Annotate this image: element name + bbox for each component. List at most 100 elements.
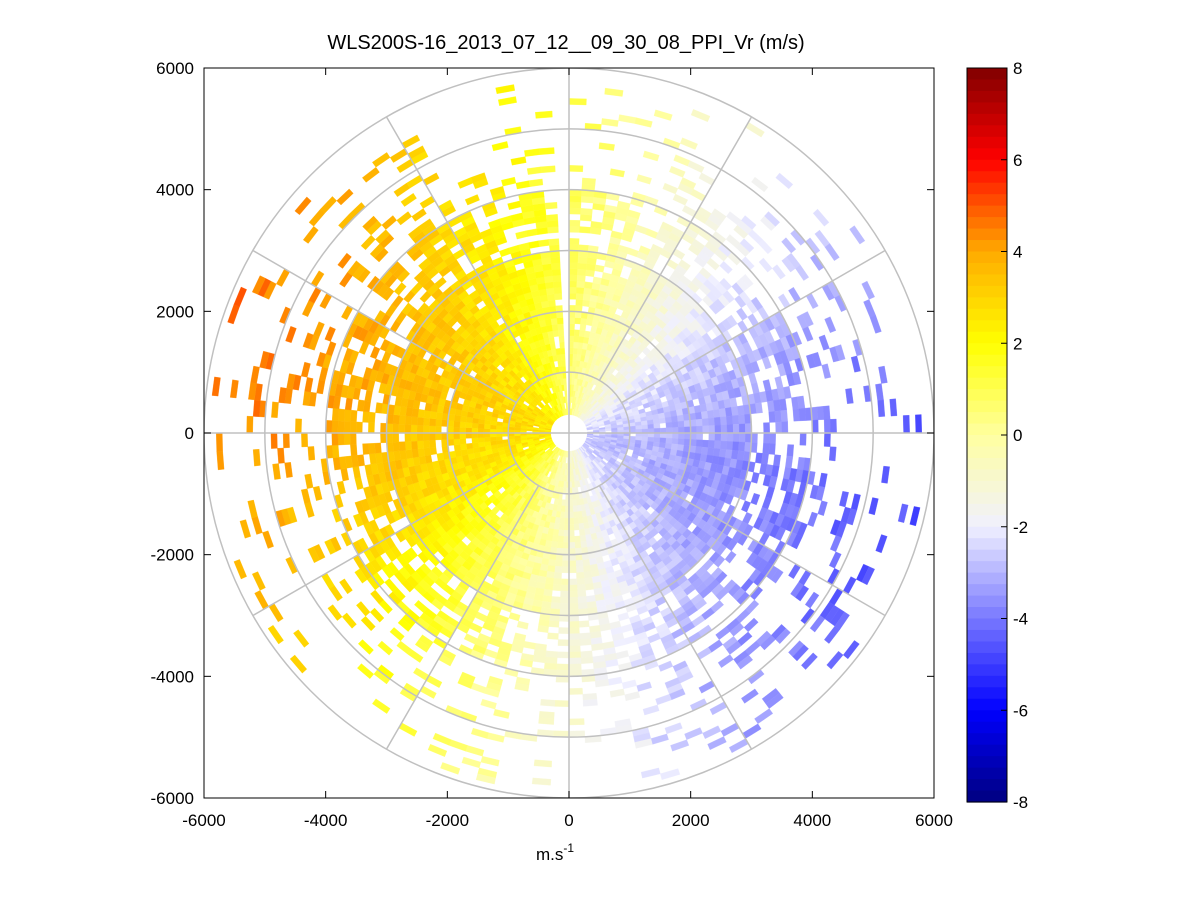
velocity-cell xyxy=(463,633,478,645)
velocity-cell xyxy=(552,280,562,288)
velocity-cell xyxy=(845,388,854,404)
velocity-cell xyxy=(325,420,333,434)
velocity-cell xyxy=(550,541,558,549)
velocity-cell xyxy=(719,260,733,275)
velocity-cell xyxy=(577,516,584,524)
velocity-cell xyxy=(582,559,591,567)
velocity-cell xyxy=(717,654,734,668)
velocity-cell xyxy=(568,262,579,270)
velocity-cell xyxy=(461,756,481,769)
velocity-cell xyxy=(695,439,703,448)
velocity-cell xyxy=(580,656,594,664)
velocity-cell xyxy=(568,238,580,245)
colorbar-step xyxy=(967,79,1007,92)
colorbar-step xyxy=(967,90,1007,104)
velocity-cell xyxy=(392,441,400,452)
velocity-cell xyxy=(556,541,564,549)
velocity-cell xyxy=(575,559,584,567)
colorbar-step xyxy=(967,446,1007,459)
velocity-cell xyxy=(493,709,510,719)
velocity-cell xyxy=(568,305,576,312)
velocity-cell xyxy=(571,487,576,494)
colorbar-step xyxy=(967,240,1007,253)
velocity-cell xyxy=(642,150,660,162)
velocity-cell xyxy=(557,639,570,647)
velocity-cell xyxy=(739,238,755,253)
colorbar-step xyxy=(967,228,1007,241)
colorbar-step xyxy=(967,790,1007,803)
velocity-cell xyxy=(732,415,740,425)
velocity-cell xyxy=(453,432,460,440)
velocity-cell xyxy=(550,602,561,610)
velocity-cell xyxy=(580,650,593,658)
velocity-cell xyxy=(684,426,691,434)
velocity-cell xyxy=(671,438,679,445)
velocity-cell xyxy=(720,416,728,426)
velocity-cell xyxy=(331,432,339,446)
velocity-cell xyxy=(252,449,261,467)
velocity-cell xyxy=(270,432,278,449)
velocity-cell xyxy=(751,176,769,193)
velocity-cell xyxy=(423,410,431,419)
velocity-cell xyxy=(552,274,562,282)
velocity-cell xyxy=(732,441,740,451)
velocity-cell xyxy=(556,669,570,677)
velocity-cell xyxy=(568,311,576,318)
velocity-cell xyxy=(558,329,565,337)
velocity-cell xyxy=(687,160,705,173)
velocity-cell xyxy=(392,423,400,434)
velocity-cell xyxy=(568,268,578,276)
colorbar-tick-label: 4 xyxy=(1013,243,1022,262)
velocity-cell xyxy=(546,571,555,579)
velocity-cell xyxy=(552,578,562,586)
velocity-cell xyxy=(881,465,890,484)
velocity-cell xyxy=(868,497,879,516)
velocity-cell xyxy=(775,628,791,645)
velocity-cell xyxy=(404,441,412,451)
velocity-cell xyxy=(850,355,861,373)
velocity-cell xyxy=(559,602,570,610)
velocity-cell xyxy=(568,274,578,282)
colorbar-step xyxy=(967,675,1007,688)
velocity-cell xyxy=(741,215,757,230)
velocity-cell xyxy=(392,414,400,425)
colorbar-step xyxy=(967,664,1007,677)
velocity-cell xyxy=(669,165,686,178)
velocity-cell xyxy=(623,426,630,431)
velocity-cell xyxy=(546,565,556,573)
velocity-cell xyxy=(677,414,685,422)
velocity-cell xyxy=(392,432,400,443)
velocity-cell xyxy=(823,419,831,434)
velocity-cell xyxy=(544,202,558,210)
velocity-cell xyxy=(720,432,728,442)
velocity-cell xyxy=(568,250,579,257)
velocity-cell xyxy=(634,421,642,427)
colorbar-tick-label: -8 xyxy=(1013,793,1028,812)
velocity-cell xyxy=(807,511,818,527)
velocity-cell xyxy=(396,640,412,655)
velocity-cell xyxy=(568,669,582,677)
velocity-cell xyxy=(560,590,570,598)
velocity-cell xyxy=(563,530,570,537)
velocity-cell xyxy=(724,550,737,564)
velocity-cell xyxy=(568,523,575,531)
velocity-cell xyxy=(575,498,581,506)
velocity-cell xyxy=(590,221,603,229)
velocity-cell xyxy=(459,443,468,451)
velocity-cell xyxy=(557,360,563,368)
colorbar-step xyxy=(967,274,1007,287)
velocity-cell xyxy=(707,410,715,419)
velocity-cell xyxy=(659,432,667,439)
colorbar-step xyxy=(967,687,1007,700)
velocity-cell xyxy=(609,688,625,698)
velocity-cell xyxy=(573,335,580,343)
velocity-cell xyxy=(768,443,776,455)
velocity-cell xyxy=(355,421,363,434)
velocity-cell xyxy=(483,423,491,430)
velocity-cell xyxy=(609,168,625,178)
velocity-cell xyxy=(736,654,754,670)
y-tick-label: -6000 xyxy=(151,789,194,808)
velocity-cell xyxy=(559,517,565,525)
velocity-cell xyxy=(877,399,886,417)
velocity-cell xyxy=(646,419,654,425)
